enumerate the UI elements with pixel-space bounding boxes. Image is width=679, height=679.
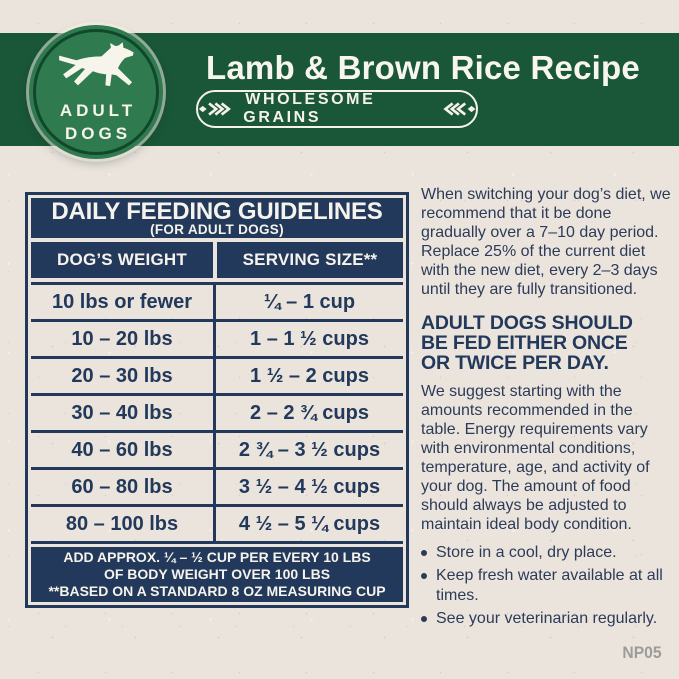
footnote-line: OF BODY WEIGHT OVER 100 LBS (103, 566, 331, 582)
table-title: DAILY FEEDING GUIDELINES (51, 197, 383, 225)
column-divider (213, 359, 216, 393)
footnote-line: **BASED ON A STANDARD 8 OZ MEASURING CUP (48, 583, 386, 599)
table-title-box: DAILY FEEDING GUIDELINES (FOR ADULT DOGS… (31, 198, 403, 238)
care-tip-text: Store in a cool, dry place. (436, 544, 617, 561)
bullet-dot-icon (421, 550, 427, 556)
badge-label-adult: ADULT (59, 101, 137, 120)
table-subtitle: (FOR ADULT DOGS) (150, 221, 284, 237)
serving-cell: ¼ – 1 cup (263, 290, 356, 313)
table-row: 20 – 30 lbs 1 ½ – 2 cups (31, 359, 403, 396)
badge-label-dogs: DOGS (64, 124, 132, 143)
care-tip-text: Keep fresh water available at all times. (436, 567, 663, 604)
serving-cell: 1 ½ – 2 cups (250, 364, 369, 387)
heading-line: OR TWICE PER DAY. (421, 352, 609, 374)
serving-cell: 1 – 1 ½ cups (250, 327, 369, 350)
recipe-title: Lamb & Brown Rice Recipe (206, 49, 640, 86)
care-tips-list: Store in a cool, dry place. Keep fresh w… (421, 543, 671, 629)
feeding-instructions: When switching your dog’s diet, we recom… (421, 185, 671, 632)
transition-paragraph: When switching your dog’s diet, we recom… (421, 186, 671, 298)
running-dog-icon (59, 42, 134, 87)
wheat-right-icon (443, 102, 476, 116)
column-divider (213, 285, 216, 319)
weight-cell: 10 lbs or fewer (51, 290, 193, 313)
column-divider (213, 322, 216, 356)
column-divider (213, 470, 216, 504)
table-rows: 10 lbs or fewer ¼ – 1 cup 10 – 20 lbs 1 … (31, 282, 403, 544)
care-tip-text: See your veterinarian regularly. (436, 610, 658, 627)
badge-label: ADULT DOGS (29, 99, 163, 145)
serving-cell: 2 – 2 ¾ cups (250, 401, 369, 424)
table-row: 30 – 40 lbs 2 – 2 ¾ cups (31, 396, 403, 433)
weight-cell: 80 – 100 lbs (65, 512, 179, 535)
table-row: 10 lbs or fewer ¼ – 1 cup (31, 285, 403, 322)
serving-cell: 4 ½ – 5 ¼ cups (238, 512, 381, 535)
weight-cell: 30 – 40 lbs (71, 401, 173, 424)
serving-cell: 3 ½ – 4 ½ cups (238, 475, 381, 498)
weight-cell: 10 – 20 lbs (71, 327, 173, 350)
heading-line: BE FED EITHER ONCE (421, 332, 628, 354)
bullet-dot-icon (421, 573, 427, 579)
print-code: NP05 (622, 643, 662, 662)
care-tip: See your veterinarian regularly. (421, 609, 671, 629)
column-header-weight: DOG’S WEIGHT (31, 242, 213, 278)
bullet-dot-icon (421, 616, 427, 622)
table-row: 40 – 60 lbs 2 ¾ – 3 ½ cups (31, 433, 403, 470)
care-tip: Keep fresh water available at all times. (421, 566, 671, 606)
serving-cell: 2 ¾ – 3 ½ cups (238, 438, 381, 461)
table-footnote-box: ADD APPROX. ¼ – ½ CUP PER EVERY 10 LBS O… (31, 547, 403, 602)
wholesome-grains-badge: WHOLESOME GRAINS (196, 90, 478, 128)
column-divider (213, 396, 216, 430)
weight-cell: 60 – 80 lbs (71, 475, 173, 498)
footnote-line: ADD APPROX. ¼ – ½ CUP PER EVERY 10 LBS (63, 549, 371, 565)
weight-cell: 40 – 60 lbs (71, 438, 173, 461)
table-row: 10 – 20 lbs 1 – 1 ½ cups (31, 322, 403, 359)
wheat-left-icon (198, 102, 231, 116)
grains-label: WHOLESOME GRAINS (243, 91, 376, 126)
column-divider (213, 433, 216, 467)
amounts-paragraph: We suggest starting with the amounts rec… (421, 383, 650, 533)
column-divider (213, 507, 216, 541)
heading-line: ADULT DOGS SHOULD (421, 312, 633, 334)
adult-dogs-badge: ADULT DOGS (29, 25, 163, 159)
weight-cell: 20 – 30 lbs (71, 364, 173, 387)
feeding-frequency-heading: ADULT DOGS SHOULD BE FED EITHER ONCE OR … (421, 313, 671, 373)
table-row: 60 – 80 lbs 3 ½ – 4 ½ cups (31, 470, 403, 507)
care-tip: Store in a cool, dry place. (421, 543, 671, 563)
table-row: 80 – 100 lbs 4 ½ – 5 ¼ cups (31, 507, 403, 544)
column-header-serving: SERVING SIZE** (217, 242, 403, 278)
feeding-guidelines-table: DAILY FEEDING GUIDELINES (FOR ADULT DOGS… (25, 192, 409, 608)
table-column-headers: DOG’S WEIGHT SERVING SIZE** (31, 242, 403, 278)
